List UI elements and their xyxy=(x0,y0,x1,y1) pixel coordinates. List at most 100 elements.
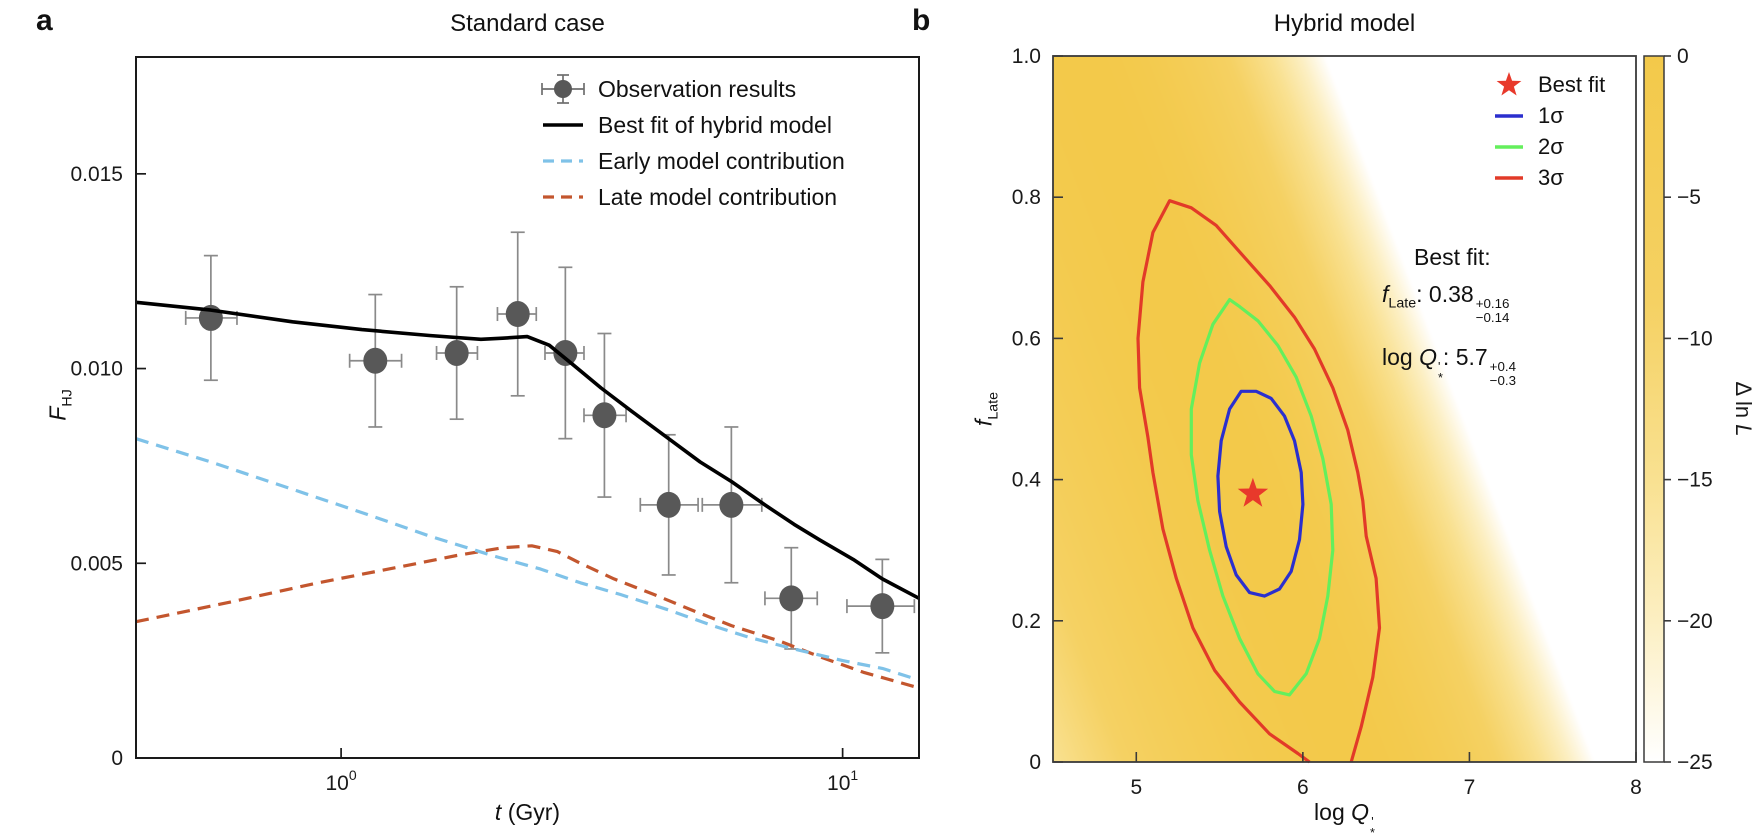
panel-b-xlabel: log Q ' * xyxy=(1053,799,1636,839)
panel-b-letter: b xyxy=(912,4,931,37)
panel-b-ylabel: fLate xyxy=(971,392,1002,426)
legend-item-2sigma: 2σ xyxy=(1492,131,1605,162)
xlabel-b-star: * xyxy=(1370,826,1375,840)
panel-b-contours xyxy=(1136,199,1382,764)
contour-3sigma-line-icon xyxy=(1495,175,1523,180)
legend-label-best-fit-star: Best fit xyxy=(1538,71,1606,97)
x-tick-label: 101 xyxy=(827,767,858,795)
contour-2sigma-line-icon xyxy=(1495,144,1523,149)
annotation-f-symbol: f xyxy=(1382,281,1389,307)
y-tick-label: 0.005 xyxy=(70,552,123,575)
colorbar-tick-label: −25 xyxy=(1677,751,1713,774)
data-point xyxy=(656,491,681,518)
x-tick-label: 8 xyxy=(1630,776,1642,799)
y-tick-label: 0.6 xyxy=(1012,327,1041,350)
solid-line-icon xyxy=(543,123,583,127)
legend-label-2sigma: 2σ xyxy=(1538,133,1564,159)
panel-a-model-contributions xyxy=(135,437,920,690)
legend-item-observations: Observation results xyxy=(540,71,845,107)
dashed-orange-line-icon xyxy=(543,195,583,199)
data-point xyxy=(779,585,804,612)
x-tick-label: 5 xyxy=(1130,776,1142,799)
ylabel-a-symbol: F xyxy=(44,406,71,421)
annotation-f-value: 0.38 xyxy=(1428,281,1474,307)
data-point xyxy=(592,402,617,429)
legend-item-late-model: Late model contribution xyxy=(540,179,845,215)
annotation-q-star: * xyxy=(1437,370,1443,385)
contour-1σ xyxy=(1216,389,1305,598)
y-tick-label: 0 xyxy=(111,747,123,770)
data-point xyxy=(363,347,388,374)
colorbar xyxy=(1643,55,1665,763)
data-point xyxy=(505,301,530,328)
annotation-q-value: 5.7 xyxy=(1455,343,1488,370)
legend-panel-b: Best fit 1σ 2σ 3σ xyxy=(1492,69,1605,193)
annotation-q-prime: ' xyxy=(1437,360,1441,375)
dashed-blue-line-icon xyxy=(543,159,583,163)
annotation-f-errors: +0.16 −0.14 xyxy=(1476,296,1510,326)
annotation-f-sep: : xyxy=(1416,281,1429,307)
star-icon xyxy=(1496,71,1522,95)
contour-1sigma-line-icon xyxy=(1495,113,1523,118)
x-tick-label: 6 xyxy=(1297,776,1309,799)
legend-label-early: Early model contribution xyxy=(598,147,845,174)
ylabel-a-subscript: HJ xyxy=(59,389,76,407)
annotation-logq-value: log Q ' *: 5.7 +0.4 −0.3 xyxy=(1382,344,1516,389)
legend-item-best-fit-line: Best fit of hybrid model xyxy=(540,107,845,143)
panel-a-title: Standard case xyxy=(450,10,605,37)
colorbar-group: 0 −5 −10 −15 −20 −25 Δ ln L xyxy=(1643,45,1756,774)
panel-b-title: Hybrid model xyxy=(1273,10,1416,37)
legend-item-best-fit-star: Best fit xyxy=(1492,69,1605,100)
annotation-q-err-lo: −0.3 xyxy=(1489,373,1516,389)
annotation-q-symbol: Q xyxy=(1419,343,1437,370)
legend-item-early-model: Early model contribution xyxy=(540,143,845,179)
annotation-q-prime-star: ' * xyxy=(1437,360,1443,385)
panel-b-best-fit xyxy=(1237,477,1269,507)
legend-item-1sigma: 1σ xyxy=(1492,100,1605,131)
panel-a-error-bars xyxy=(184,231,916,654)
annotation-f-subscript: Late xyxy=(1388,295,1417,312)
colorbar-label: Δ ln L xyxy=(1731,381,1756,436)
colorbar-tick-label: −5 xyxy=(1677,186,1701,209)
legend-label-late: Late model contribution xyxy=(598,183,838,210)
y-tick-label: 0.015 xyxy=(70,163,123,186)
xlabel-b-prefix: log xyxy=(1314,799,1352,825)
panel-a-data-points xyxy=(198,301,895,620)
y-tick-label: 1.0 xyxy=(1012,45,1041,68)
legend-label-observations: Observation results xyxy=(598,75,797,102)
ylabel-b-symbol: f xyxy=(970,419,997,427)
y-tick-label: 0.4 xyxy=(1012,469,1042,492)
legend-label-1sigma: 1σ xyxy=(1538,102,1564,128)
xlabel-b-prime-star: ' * xyxy=(1370,815,1375,840)
panel-a-axes: 100 101 0 0.005 0.010 0.015 xyxy=(70,56,920,795)
xlabel-b-prime: ' xyxy=(1371,815,1374,830)
contour-3σ xyxy=(1136,199,1382,764)
panel-a-ylabel: FHJ xyxy=(45,389,76,420)
panel-b-axes: 5 6 7 8 0 0.2 0.4 0.6 0.8 1.0 xyxy=(1012,45,1642,799)
panel-a-xlabel: t (Gyr) xyxy=(136,799,919,826)
annotation-q-err-hi: +0.4 xyxy=(1489,358,1516,374)
xlabel-a-unit: (Gyr) xyxy=(501,799,561,825)
contour-2σ xyxy=(1189,298,1335,697)
xlabel-a-symbol: t xyxy=(494,799,502,825)
colorbar-tick-label: −20 xyxy=(1677,610,1713,633)
data-point xyxy=(553,339,578,366)
data-point xyxy=(719,491,744,518)
legend-panel-a: Observation results Best fit of hybrid m… xyxy=(540,71,845,215)
y-tick-label: 0 xyxy=(1029,751,1041,774)
data-point xyxy=(444,339,469,366)
y-tick-label: 0.010 xyxy=(70,358,123,381)
y-tick-label: 0.8 xyxy=(1012,186,1041,209)
x-tick-label: 100 xyxy=(326,767,357,795)
annotation-flate-value: fLate: 0.38 +0.16 −0.14 xyxy=(1382,281,1516,326)
likelihood-heatmap xyxy=(1053,56,1636,762)
colorbar-tick-label: −10 xyxy=(1677,327,1713,350)
annotation-q-prefix: log xyxy=(1382,343,1420,370)
colorbar-tick-label: −15 xyxy=(1677,469,1713,492)
legend-item-3sigma: 3σ xyxy=(1492,162,1605,193)
xlabel-b-symbol: Q xyxy=(1351,799,1370,825)
annotation-heading: Best fit: xyxy=(1414,244,1491,270)
data-point xyxy=(870,593,895,620)
